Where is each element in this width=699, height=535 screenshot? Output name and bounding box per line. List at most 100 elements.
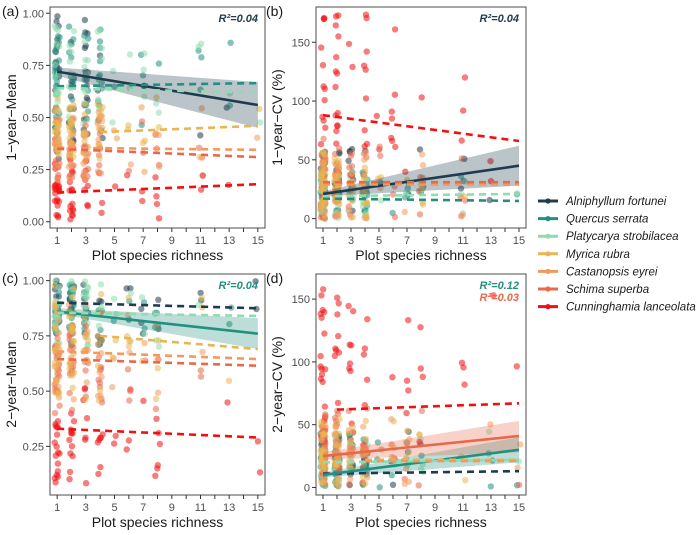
data-point [335,33,342,40]
confidence-band [57,67,258,128]
data-point [80,150,87,157]
data-point [461,381,468,388]
data-point [67,450,74,457]
scatter-points [317,11,521,222]
y-tick-label: 50 [298,155,310,167]
data-point [318,462,326,470]
data-point [54,368,61,375]
data-point [54,176,61,183]
data-point [66,389,73,397]
data-point [333,127,340,135]
y-tick-label: 100 [292,357,310,369]
x-tick-label: 9 [169,502,175,514]
data-point [54,468,61,475]
data-point [461,74,469,81]
x-tick-label: 15 [513,235,525,247]
panel-label: (d) [266,270,283,286]
data-point [461,193,468,200]
data-point [80,129,88,136]
data-point [70,153,77,160]
data-point [155,131,162,139]
x-tick-label: 3 [83,235,89,247]
fit-dashed-line-quercus-serrata [322,197,520,203]
data-point [66,436,73,444]
data-point [333,54,340,61]
x-tick-label: 13 [485,502,497,514]
x-tick-label: 13 [485,235,497,247]
data-point [318,292,325,299]
legend-item: Schima superba [538,284,649,296]
fit-line-alniphyllum-fortunei [322,164,520,196]
data-point [320,187,327,194]
data-point [124,366,132,373]
data-point [376,484,383,491]
data-point [349,213,356,221]
data-point [403,377,411,384]
data-point [361,143,368,150]
y-tick-label: 0.75 [23,331,44,343]
data-point [84,337,92,344]
y-tick-label: 0 [304,214,310,226]
data-point [83,379,91,386]
y-axis-title: 1−year−CV (%) [269,69,285,165]
data-point [388,115,396,122]
data-point [227,39,234,46]
data-point [98,290,105,298]
data-point [139,197,146,205]
data-point [317,141,325,148]
data-point [112,183,119,190]
data-point [66,476,73,483]
fit-dashed-line-myrica-rubra [100,124,258,134]
x-tick-label: 5 [376,502,382,514]
data-point [199,348,206,356]
fit-dashed-line-castanopsis-eyrei [57,350,258,361]
data-point [96,113,104,120]
data-point [141,325,148,332]
data-point [418,407,426,415]
data-point [418,94,425,101]
data-point [126,51,134,58]
data-point [83,415,91,422]
data-point [363,48,370,55]
data-point [198,105,205,112]
data-point [54,335,61,342]
x-axis-title: Plot species richness [355,514,487,530]
data-point [376,143,383,150]
x-tick-label: 7 [140,235,146,247]
data-point [347,152,355,159]
data-point [110,295,118,302]
x-tick-label: 3 [348,235,354,247]
data-point [125,122,132,129]
data-point [487,421,494,428]
data-point [52,157,60,164]
legend-item: Myrica rubra [538,249,630,261]
data-point [391,213,399,221]
x-tick-label: 1 [320,235,326,247]
x-tick-label: 5 [111,502,117,514]
data-point [331,154,338,161]
data-point [320,15,328,23]
x-tick-label: 9 [169,235,175,247]
x-tick-label: 9 [432,235,438,247]
data-point [417,365,424,372]
data-point [345,157,352,164]
data-point [462,477,469,484]
data-point [82,176,89,183]
data-point [152,395,160,402]
data-point [335,349,343,356]
x-tick-label: 3 [83,502,89,514]
x-tick-label: 15 [252,235,264,247]
legend-label: Castanopsis eyrei [566,266,658,278]
data-point [348,170,355,177]
data-point [419,161,427,169]
legend-item: Platycarya strobilacea [538,231,679,243]
data-point [361,156,368,163]
data-point [363,376,371,383]
data-point [360,351,368,358]
data-point [389,191,397,198]
data-point [347,439,354,446]
data-point [54,212,62,219]
x-tick-label: 7 [404,235,410,247]
data-point [111,83,118,90]
